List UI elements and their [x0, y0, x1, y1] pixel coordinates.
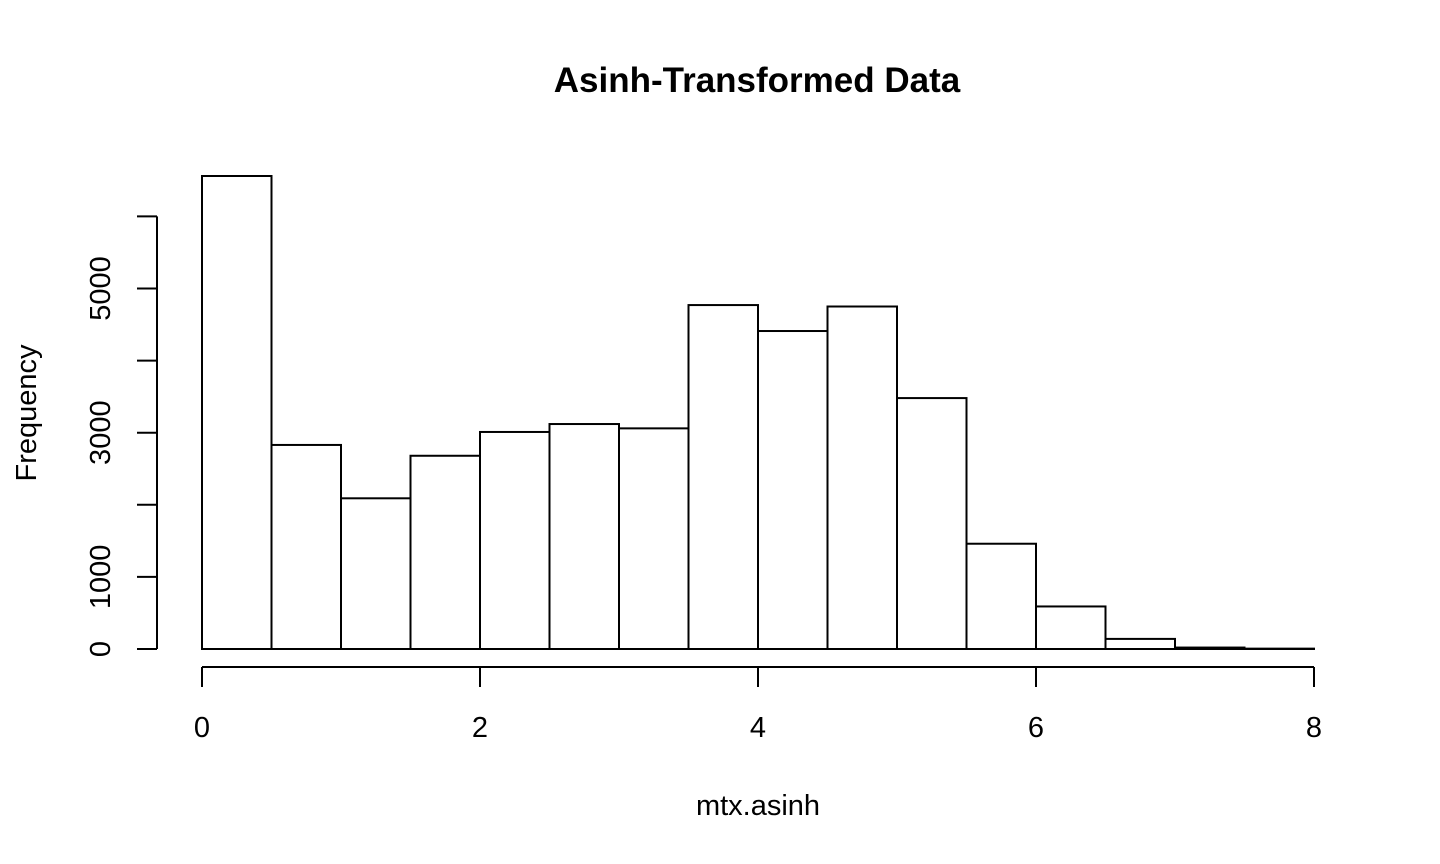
histogram-bar: [618, 427, 690, 650]
x-tick-label: 2: [472, 712, 488, 744]
histogram-bar: [1104, 637, 1176, 651]
histogram-bar: [1174, 646, 1246, 650]
x-tick-label: 0: [194, 712, 210, 744]
histogram-bar: [965, 542, 1037, 650]
bars-group: [201, 175, 1315, 651]
histogram-bar: [340, 497, 412, 650]
x-tick-label: 6: [1028, 712, 1044, 744]
histogram-bar: [270, 443, 342, 651]
x-tick-label: 8: [1306, 712, 1322, 744]
x-axis: 0 2 4 6 8: [194, 666, 1322, 744]
x-tick-label: 4: [750, 712, 766, 744]
histogram-bar: [826, 305, 898, 650]
histogram-bar: [201, 175, 273, 650]
histogram-bar: [479, 430, 551, 650]
x-axis-label: mtx.asinh: [696, 790, 820, 822]
histogram-bar: [896, 397, 968, 650]
histogram-bar: [687, 304, 759, 650]
y-tick-label: 3000: [85, 400, 117, 465]
y-tick-label: 0: [85, 641, 117, 657]
histogram-bar: [548, 423, 620, 650]
histogram-bar: [1035, 605, 1107, 651]
histogram-bar: [757, 330, 829, 650]
histogram-bar: [409, 454, 481, 651]
y-axis: 0 1000 3000 5000: [85, 215, 158, 657]
y-tick-label: 1000: [85, 545, 117, 610]
y-axis-label: Frequency: [11, 344, 43, 482]
y-tick-label: 5000: [85, 256, 117, 321]
chart-title: Asinh-Transformed Data: [554, 61, 961, 100]
